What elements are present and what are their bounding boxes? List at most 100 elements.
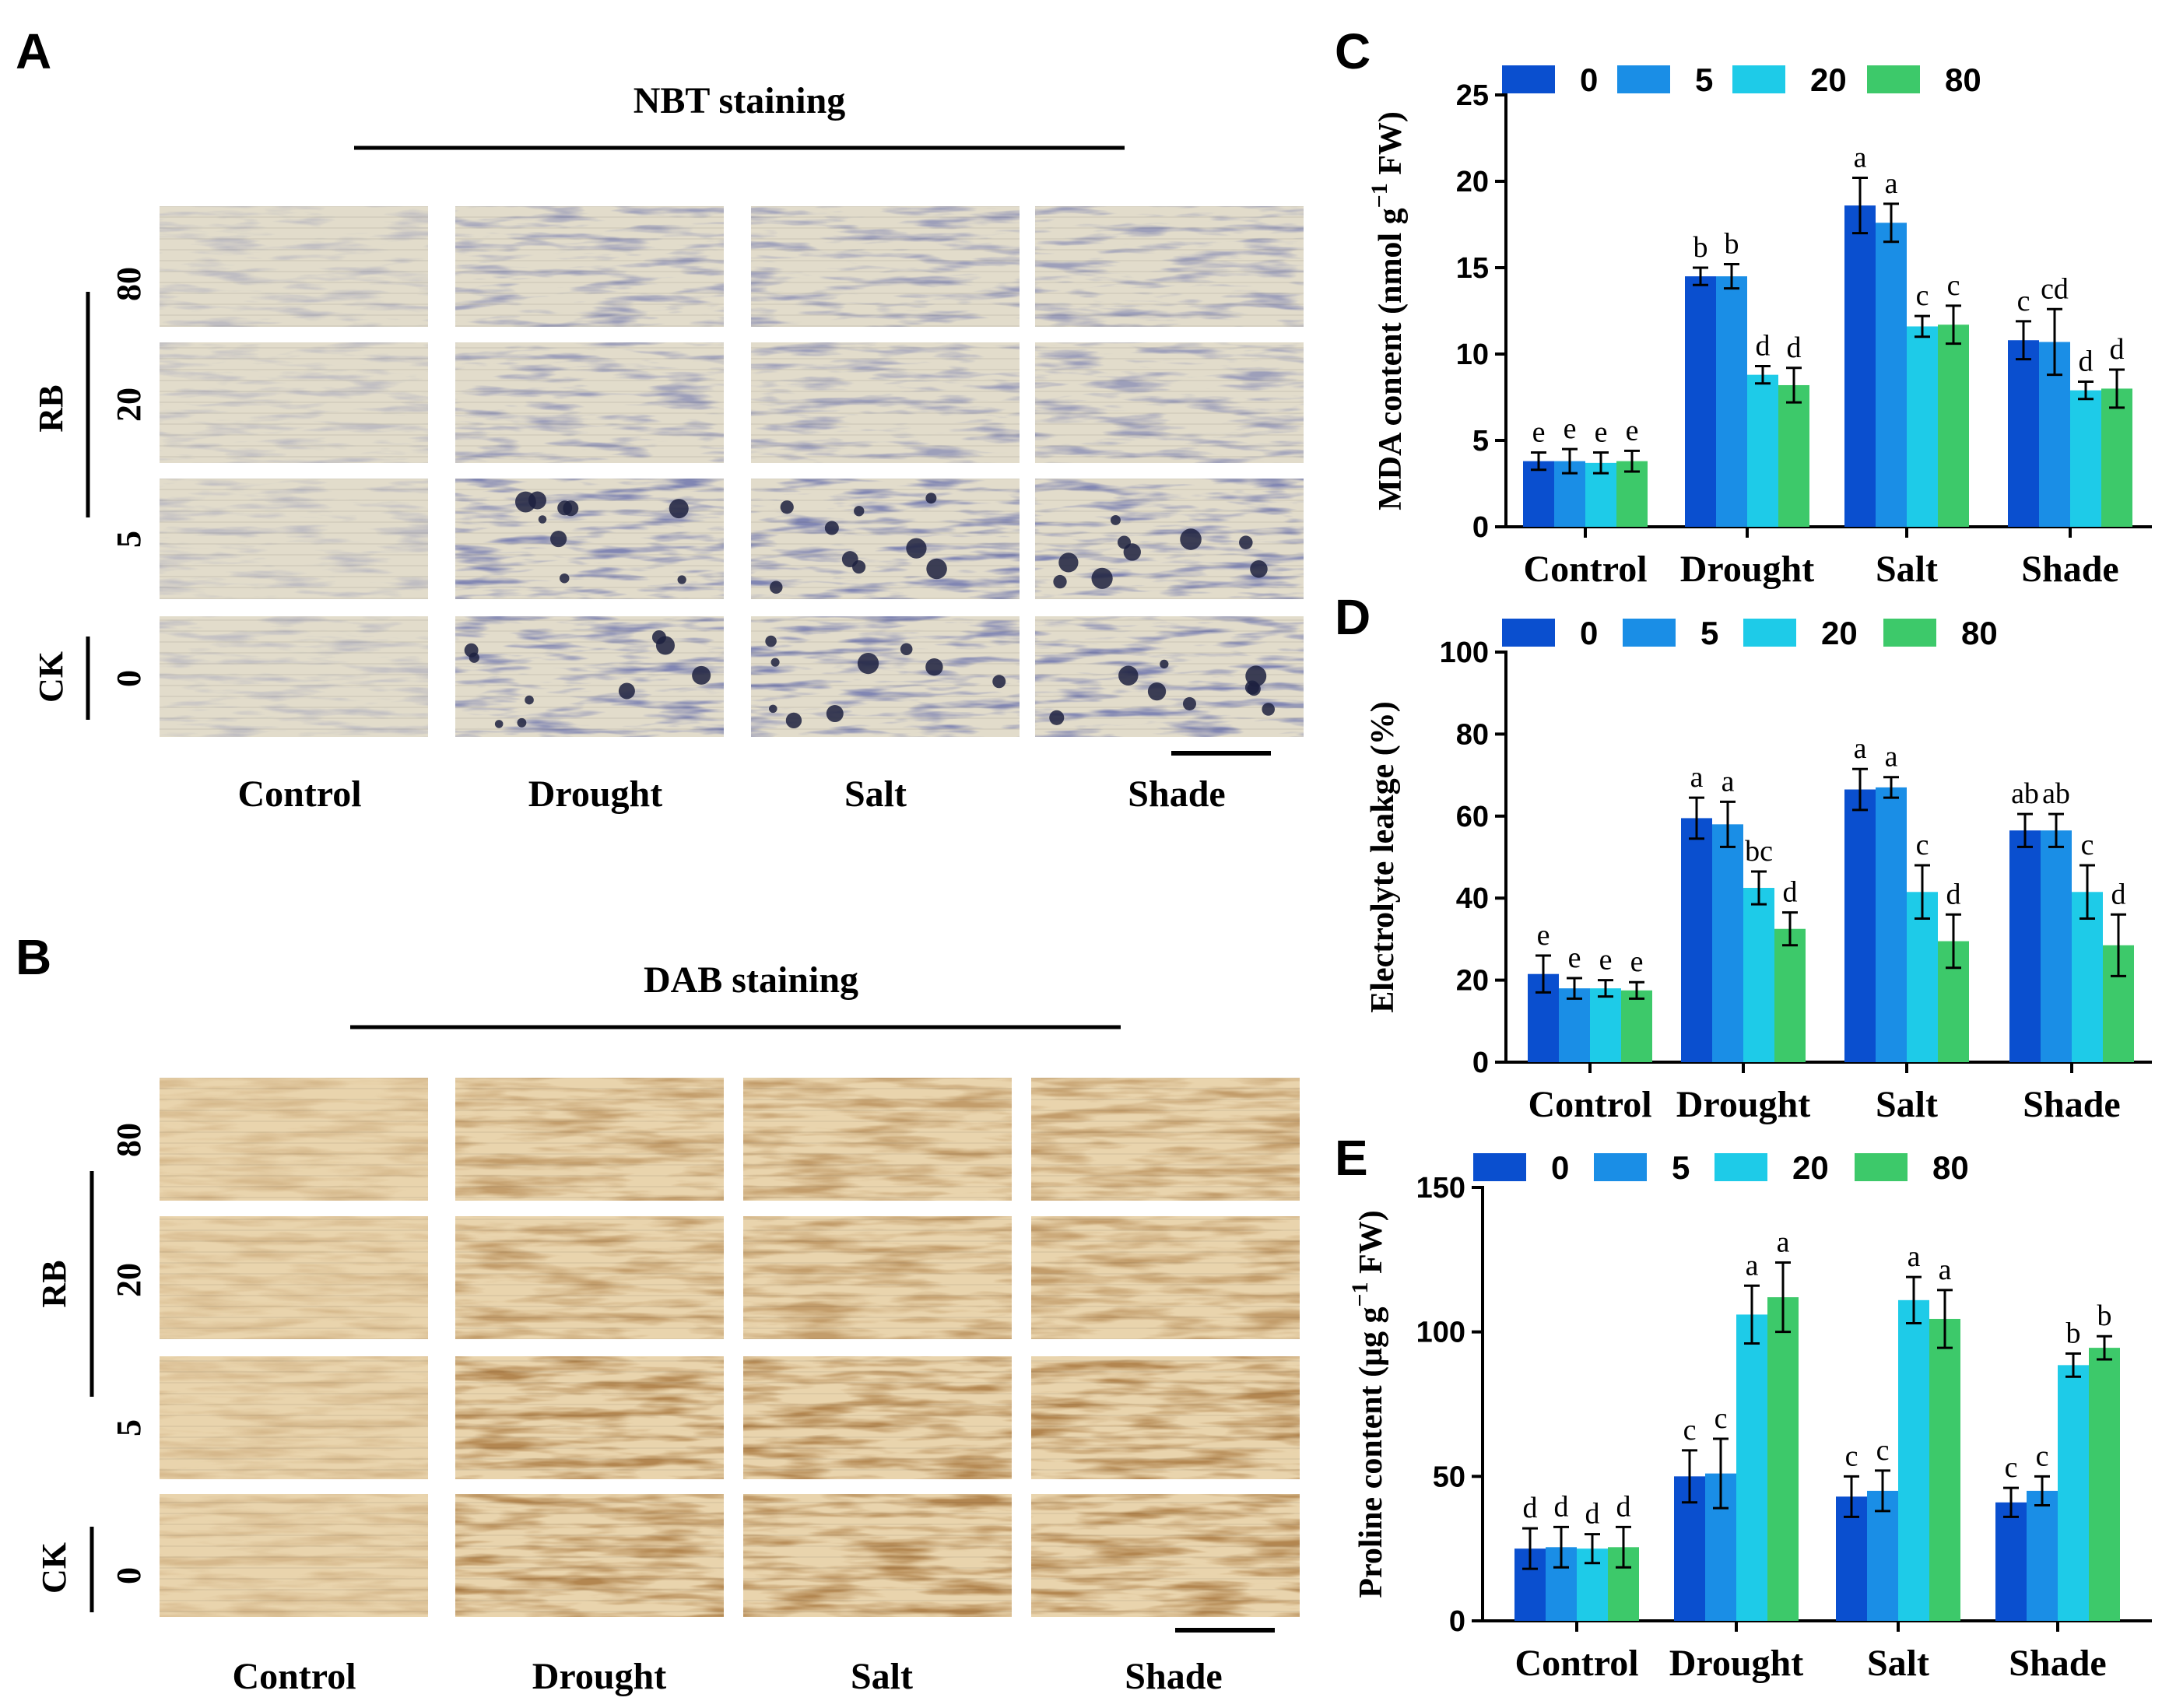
y-tick-label: 80 [1456, 718, 1489, 751]
leaf-tile [743, 1216, 1012, 1339]
y-tick-label: 25 [1456, 79, 1489, 112]
leaf-tile-veins [160, 1494, 428, 1617]
panel-b-title: DAB staining [644, 959, 858, 1001]
significance-letter: a [1746, 1249, 1759, 1282]
leaf-tile-spot [1117, 535, 1132, 549]
significance-letter: a [1854, 142, 1867, 174]
significance-letter: d [1787, 331, 1802, 364]
bar [1995, 1502, 2027, 1621]
leaf-tile [743, 1078, 1012, 1201]
leaf-tile-spot [925, 493, 937, 504]
significance-letter: c [1916, 279, 1929, 312]
bar [1767, 1297, 1799, 1621]
panel-a-title: NBT staining [634, 80, 846, 121]
leaf-tile [160, 1356, 428, 1479]
significance-letter: d [1616, 1490, 1631, 1523]
leaf-tile-spot [494, 720, 504, 728]
y-tick-label: 15 [1456, 252, 1489, 285]
y-tick-label: 10 [1456, 338, 1489, 371]
leaf-tile-veins [751, 479, 1020, 599]
y-tick-label: 60 [1456, 801, 1489, 833]
leaf-tile-spot [765, 635, 777, 647]
significance-letter: a [1777, 1226, 1790, 1259]
leaf-tile-spot [1182, 696, 1196, 710]
legend-swatch [1883, 619, 1936, 647]
panel-a-col-drought: Drought [528, 773, 662, 815]
legend-label: 80 [1945, 61, 1981, 98]
legend-label: 5 [1695, 61, 1713, 98]
leaf-tile-spot [563, 500, 579, 517]
leaf-tile-spot [651, 630, 666, 644]
leaf-tile-spot [824, 521, 839, 535]
leaf-tile-veins [160, 479, 428, 599]
leaf-tile-spot [785, 712, 802, 729]
significance-letter: c [2036, 1440, 2049, 1472]
significance-letter: a [1908, 1240, 1921, 1273]
y-axis-label-main: MDA content (nmol g [1373, 208, 1409, 510]
bar [1907, 326, 1938, 527]
legend-label: 0 [1551, 1149, 1569, 1186]
leaf-tile-veins [160, 1356, 428, 1479]
leaf-tile [1035, 206, 1304, 327]
leaf-tile-spot [517, 717, 527, 728]
leaf-tile [455, 479, 724, 599]
leaf-tile-spot [669, 499, 689, 519]
leaf-tile-spot [769, 580, 783, 594]
leaf-tile [455, 1356, 724, 1479]
panel-a-ck-label: CK [32, 651, 70, 703]
bar [1736, 1314, 1767, 1621]
legend-label: 5 [1672, 1149, 1690, 1186]
bar [2072, 892, 2103, 1062]
chart-c-mda: C 0 5 10 15 20 25 MDA content (nmol g−1 FW) Cont… [1335, 23, 2152, 590]
leaf-tile-veins [1031, 1356, 1300, 1479]
legend-swatch [1502, 65, 1555, 93]
panel-b-col-shade: Shade [1125, 1656, 1222, 1697]
y-tick-label: 0 [1472, 511, 1489, 544]
bar [2101, 388, 2132, 527]
leaf-tile-veins [160, 1216, 428, 1339]
significance-letter: c [1715, 1402, 1728, 1435]
leaf-tile-veins [455, 1356, 724, 1479]
leaf-tile [1035, 616, 1304, 737]
y-tick-label: 20 [1456, 166, 1489, 198]
leaf-tile [1035, 342, 1304, 463]
significance-letter: c [1876, 1434, 1890, 1467]
leaf-tile [455, 616, 724, 737]
leaf-tile-spot [559, 573, 570, 584]
significance-letter: d [1783, 876, 1798, 909]
leaf-tile [1031, 1494, 1300, 1617]
legend-swatch [1473, 1153, 1526, 1181]
significance-letter: b [2097, 1299, 2112, 1332]
y-tick-label: 20 [1456, 965, 1489, 998]
y-axis-label-main: Electrolyte leakge (%) [1365, 701, 1401, 1012]
y-axis-label-end: FW) [1353, 1210, 1389, 1282]
x-tick-label: Salt [1876, 549, 1938, 590]
bar [1747, 374, 1778, 527]
panel-b-ck-label: CK [35, 1542, 73, 1594]
leaf-tile-veins [160, 616, 428, 737]
bar [1938, 324, 1969, 527]
legend-swatch [1502, 619, 1555, 647]
panel-b-rb-label: RB [35, 1260, 73, 1307]
bar [2089, 1348, 2120, 1621]
leaf-tile-veins [1035, 342, 1304, 463]
bar [2070, 390, 2101, 527]
leaf-tile-spot [677, 575, 686, 584]
bar [1743, 888, 1774, 1062]
bar [1523, 461, 1554, 527]
leaf-tile-veins [743, 1494, 1012, 1617]
legend-swatch [1594, 1153, 1647, 1181]
x-tick-label: Salt [1867, 1643, 1929, 1684]
y-tick-label: 100 [1440, 637, 1489, 669]
panel-b-letter: B [16, 929, 51, 985]
leaf-tile-veins [1031, 1494, 1300, 1617]
leaf-tile [1031, 1356, 1300, 1479]
panel-b-row-80: 80 [110, 1123, 148, 1157]
leaf-tile [160, 206, 428, 327]
leaf-tile-spot [538, 515, 547, 524]
y-tick-label: 0 [1449, 1605, 1465, 1638]
legend-swatch [1867, 65, 1920, 93]
leaf-tile-spot [1118, 665, 1139, 686]
x-tick-label: Drought [1669, 1643, 1803, 1684]
